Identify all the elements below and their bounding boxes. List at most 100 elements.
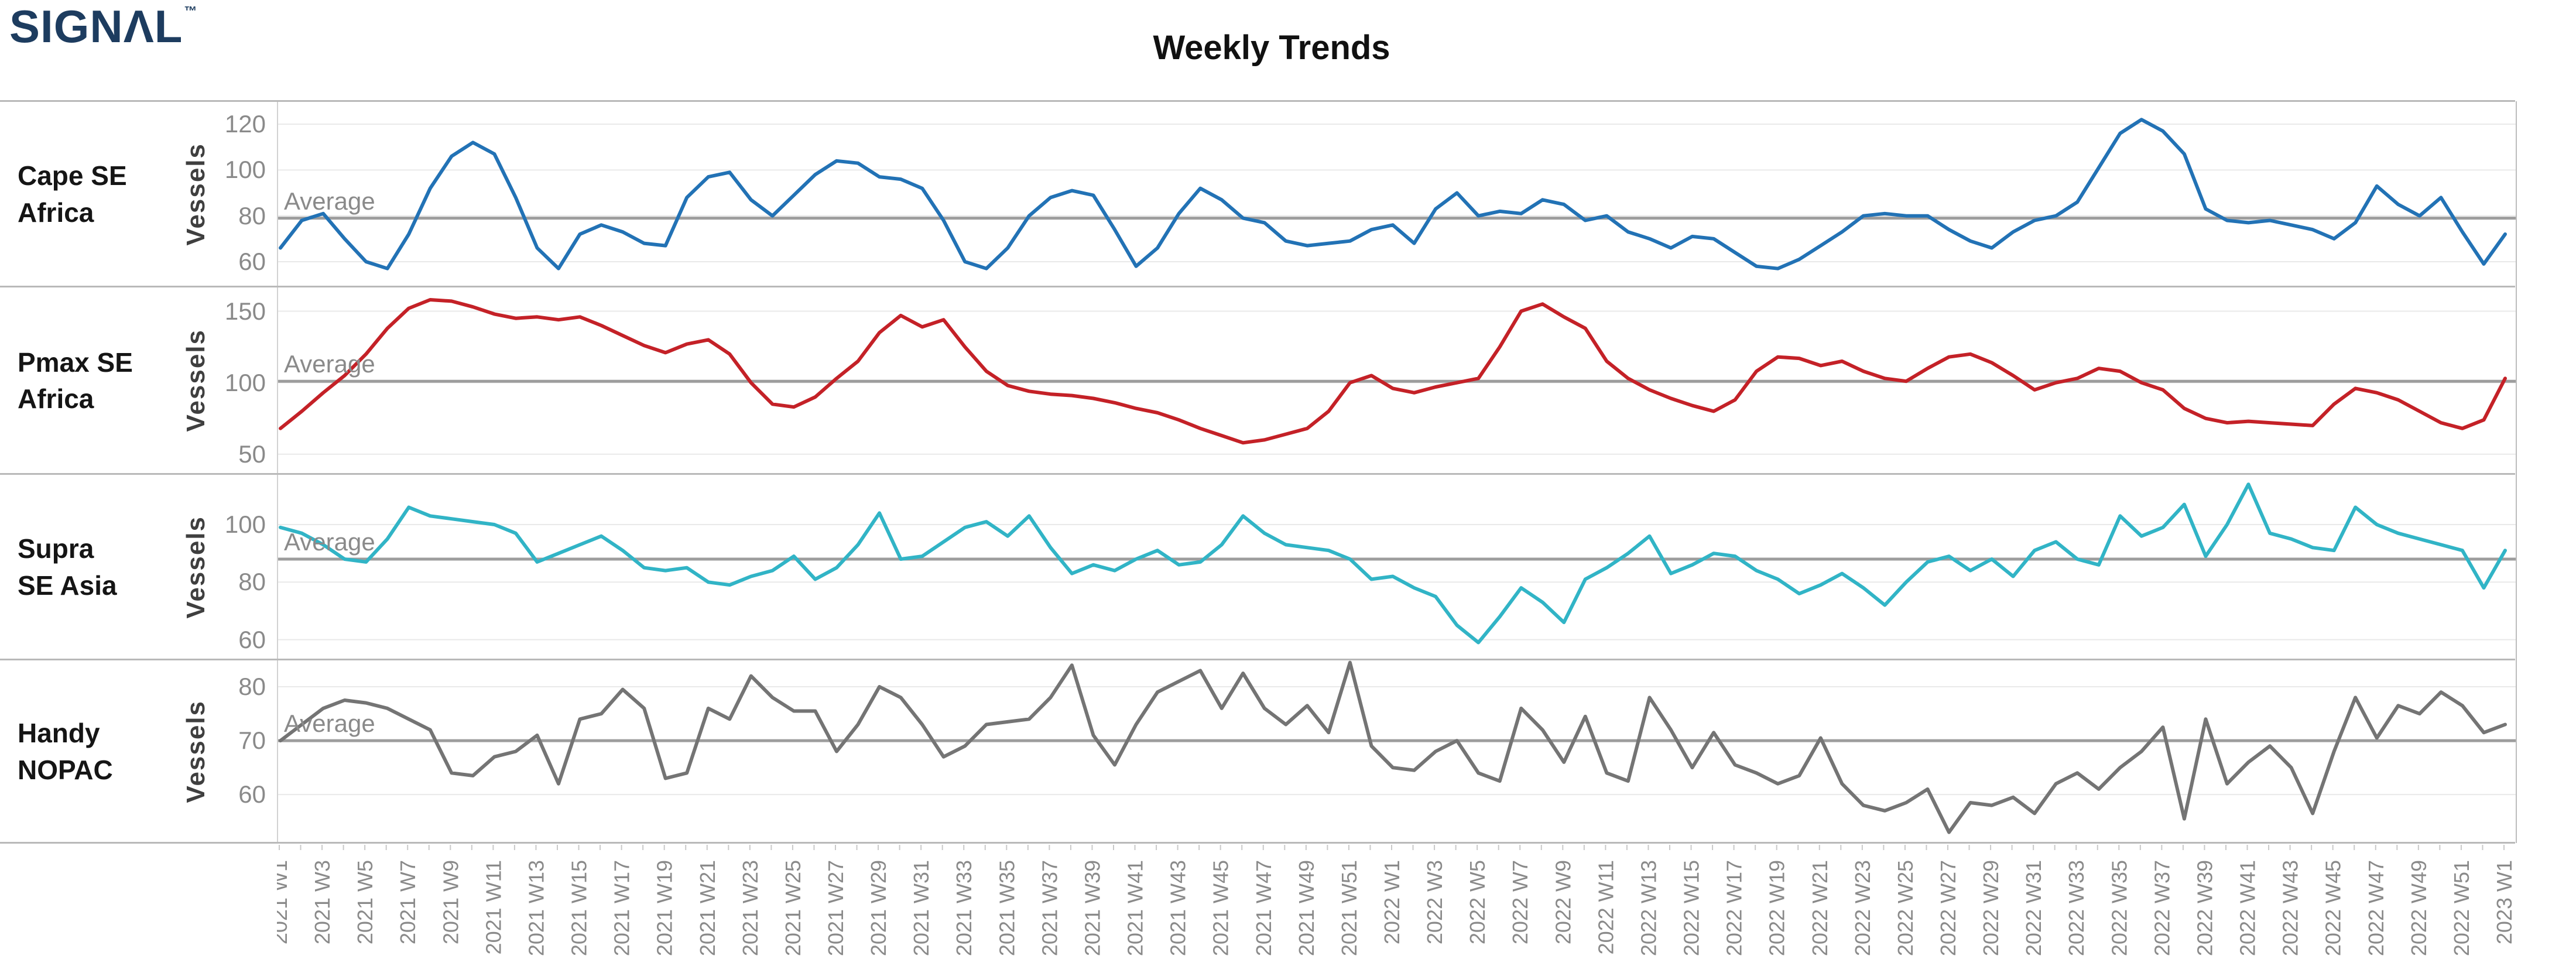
plot-area-supra-se-asia[interactable]: Average [277,474,2517,660]
chart-row-pmax-se-africa: Pmax SE Africa Vessels 150 100 50 Average [0,287,2576,474]
chart-row-supra-se-asia: Supra SE Asia Vessels 100 80 60 Average [0,474,2576,660]
row-separator [0,659,2515,660]
series-line[interactable] [279,118,2507,270]
row-label: Handy NOPAC [18,718,113,785]
x-tick-label: 2021 W25 [781,860,805,956]
x-tick-label: 2021 W11 [481,860,505,954]
line-chart-svg[interactable] [278,101,2516,287]
x-tick-label: 2021 W13 [524,860,548,956]
x-axis: 2021 W1 2021 W3 2021 W5 2021 W7 2021 W9 2021 … [268,845,2516,965]
y-tick-label: 100 [224,368,266,396]
x-tick-label: 2021 W45 [1209,860,1233,956]
y-tick-label: 60 [238,625,266,653]
x-axis-svg: 2021 W1 2021 W3 2021 W5 2021 W7 2021 W9 2021 … [268,845,2516,956]
y-tick-label: 100 [224,156,266,184]
page-title: Weekly Trends [1153,29,1390,67]
x-tick-label: 2022 W47 [2364,860,2388,956]
x-tick-label: 2022 W33 [2064,860,2088,956]
logo-compass-a-icon: Λ [123,1,155,52]
x-tick-label: 2021 W15 [567,860,591,956]
series-line[interactable] [279,482,2507,645]
signal-logo: SIGNΛL™ [9,1,198,52]
x-tick-label: 2021 W1 [277,860,292,944]
logo-trademark-icon: ™ [184,4,198,18]
x-tick-label: 2022 W13 [1636,860,1660,956]
y-tick-column: 80 70 60 [211,660,272,843]
plot-area-handy-nopac[interactable]: Average [277,660,2517,843]
row-label: Supra SE Asia [18,533,117,601]
x-tick-label: 2021 W37 [1037,860,1061,956]
series-line[interactable] [279,660,2507,834]
y-tick-label: 60 [238,247,266,275]
y-tick-label: 120 [224,110,266,138]
row-separator [0,286,2515,287]
x-tick-label: 2021 W23 [738,860,762,956]
x-tick-label: 2021 W41 [1123,860,1147,956]
x-tick-label: 2022 W7 [1508,860,1532,944]
x-tick-label: 2022 W29 [1979,860,2003,956]
x-tick-label: 2021 W49 [1294,860,1318,956]
row-separator [0,100,2515,102]
x-tick-label: 2021 W3 [310,860,334,944]
x-tick-label: 2021 W43 [1166,860,1190,956]
x-tick-label: 2021 W7 [396,860,420,944]
x-tick-label: 2021 W29 [866,860,890,956]
row-separator [0,473,2515,475]
line-chart-svg[interactable] [278,287,2516,474]
chart-row-handy-nopac: Handy NOPAC Vessels 80 70 60 Average [0,660,2576,843]
x-tick-label: 2022 W31 [2022,860,2046,956]
x-tick-label: 2022 W43 [2279,860,2303,956]
y-tick-label: 80 [238,568,266,596]
average-label: Average [284,527,375,556]
x-tick-label: 2022 W17 [1722,860,1746,956]
x-tick-label: 2021 W35 [995,860,1019,956]
y-tick-label: 60 [238,780,266,809]
x-tick-label: 2021 W33 [952,860,976,956]
y-tick-column: 150 100 50 [211,287,272,474]
x-tick-label: 2022 W15 [1680,860,1704,956]
x-tick-label: 2022 W25 [1893,860,1917,956]
x-tick-label: 2022 W51 [2450,860,2474,956]
x-tick-label: 2021 W47 [1252,860,1276,956]
x-tick-label: 2022 W3 [1423,860,1447,944]
x-tick-label: 2022 W41 [2236,860,2260,956]
row-separator [0,842,2515,844]
x-tick-label: 2021 W19 [653,860,677,956]
x-tick-label: 2021 W21 [696,860,720,956]
plot-area-pmax-se-africa[interactable]: Average [277,287,2517,474]
chart-row-cape-se-africa: Cape SE Africa Vessels 120 100 80 60 Averag… [0,101,2576,287]
x-tick-label: 2022 W23 [1851,860,1875,956]
x-tick-label: 2022 W5 [1465,860,1489,944]
y-tick-column: 100 80 60 [211,474,272,660]
y-tick-column: 120 100 80 60 [211,101,272,287]
y-tick-label: 70 [238,727,266,755]
plot-area-cape-se-africa[interactable]: Average [277,101,2517,287]
x-tick-label: 2021 W51 [1337,860,1361,956]
x-tick-label: 2022 W45 [2321,860,2345,956]
x-tick-label: 2021 W39 [1080,860,1104,956]
x-tick-label: 2022 W37 [2150,860,2174,956]
y-tick-label: 100 [224,511,266,538]
y-tick-label: 50 [238,440,266,468]
series-line[interactable] [279,298,2507,445]
x-tick-label: 2021 W9 [439,860,463,944]
x-tick-label: 2022 W9 [1551,860,1575,944]
x-tick-label: 2022 W35 [2107,860,2131,956]
line-chart-svg[interactable] [278,474,2516,660]
logo-text: SIGNΛL [9,1,183,52]
x-tick-label: 2021 W27 [824,860,848,956]
x-tick-label: 2022 W49 [2407,860,2431,956]
x-tick-label: 2022 W1 [1380,860,1404,944]
x-tick-label: 2021 W5 [353,860,377,944]
x-tick-label: 2021 W31 [909,860,933,956]
x-tick-label: 2022 W11 [1594,860,1618,954]
line-chart-svg[interactable] [278,660,2516,843]
average-label: Average [284,350,375,378]
x-tick-label: 2022 W19 [1765,860,1789,956]
x-tick-label: 2022 W21 [1808,860,1832,956]
average-label: Average [284,187,375,215]
x-tick-label: 2022 W27 [1936,860,1960,956]
x-tick-label: 2023 W1 [2492,860,2515,944]
x-tick-label: 2021 W17 [610,860,634,956]
